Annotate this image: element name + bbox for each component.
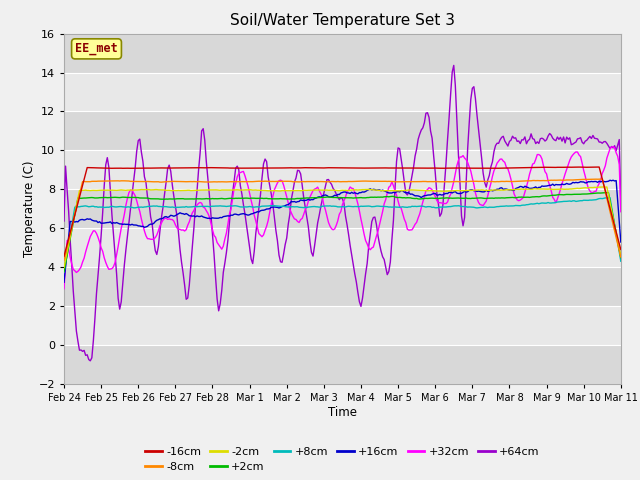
Bar <box>64 111 621 150</box>
-16cm <box>76 194 83 200</box>
Bar <box>64 189 621 228</box>
Bar <box>64 345 621 384</box>
Legend: -16cm, -8cm, -2cm, +2cm, +8cm, +16cm, +32cm, +64cm: -16cm, -8cm, -2cm, +2cm, +8cm, +16cm, +3… <box>141 442 544 477</box>
Bar <box>64 150 621 189</box>
+2cm <box>164 196 172 202</box>
+2cm <box>60 269 68 275</box>
Line: -8cm: -8cm <box>64 179 621 260</box>
+2cm <box>603 190 611 195</box>
+32cm <box>76 267 83 273</box>
-16cm <box>549 165 557 170</box>
+16cm <box>617 239 625 245</box>
+8cm <box>76 204 83 210</box>
Line: +32cm: +32cm <box>64 146 621 289</box>
+64cm <box>450 62 458 68</box>
+2cm <box>549 192 557 198</box>
X-axis label: Time: Time <box>328 406 357 419</box>
+2cm <box>396 194 403 200</box>
+64cm <box>60 218 68 224</box>
+2cm <box>377 194 385 200</box>
+32cm <box>609 144 617 149</box>
+32cm <box>617 209 625 215</box>
+16cm <box>60 279 68 285</box>
Bar <box>64 72 621 111</box>
+16cm <box>76 217 83 223</box>
-2cm <box>549 187 557 192</box>
+8cm <box>549 200 557 206</box>
+8cm <box>408 204 416 209</box>
+64cm <box>76 348 83 353</box>
+16cm <box>396 189 403 195</box>
-16cm <box>617 247 625 252</box>
-16cm <box>396 165 403 171</box>
+64cm <box>617 201 625 207</box>
-16cm <box>377 165 385 171</box>
-8cm <box>617 254 625 260</box>
+32cm <box>396 204 403 209</box>
-8cm <box>598 176 606 182</box>
+8cm <box>617 258 625 264</box>
+8cm <box>396 204 403 210</box>
Line: -16cm: -16cm <box>64 167 621 256</box>
Line: +8cm: +8cm <box>64 198 621 272</box>
Bar <box>64 306 621 345</box>
+16cm <box>377 188 385 193</box>
Line: +2cm: +2cm <box>64 192 621 272</box>
+16cm <box>408 191 416 197</box>
-2cm <box>377 188 385 193</box>
Y-axis label: Temperature (C): Temperature (C) <box>22 160 36 257</box>
-8cm <box>408 179 416 184</box>
+2cm <box>76 195 83 201</box>
+8cm <box>377 204 385 209</box>
Line: -2cm: -2cm <box>64 187 621 268</box>
-2cm <box>60 265 68 271</box>
-16cm <box>60 253 68 259</box>
+64cm <box>397 156 405 162</box>
+32cm <box>60 286 68 292</box>
Text: EE_met: EE_met <box>75 42 118 55</box>
-2cm <box>164 187 172 193</box>
-8cm <box>164 179 172 184</box>
Bar <box>64 34 621 72</box>
-8cm <box>377 179 385 184</box>
+16cm <box>549 181 557 187</box>
+32cm <box>164 216 172 222</box>
-8cm <box>396 179 403 185</box>
+16cm <box>164 215 172 220</box>
Line: +16cm: +16cm <box>64 180 621 282</box>
-8cm <box>76 192 83 198</box>
+32cm <box>377 216 385 221</box>
+32cm <box>549 194 557 200</box>
+32cm <box>408 227 416 233</box>
Line: +64cm: +64cm <box>64 65 621 361</box>
+16cm <box>606 177 614 183</box>
-2cm <box>408 187 416 193</box>
-8cm <box>549 178 557 183</box>
+2cm <box>617 255 625 261</box>
-2cm <box>617 253 625 259</box>
+64cm <box>165 162 173 168</box>
+64cm <box>86 358 94 364</box>
-8cm <box>60 257 68 263</box>
+64cm <box>410 164 417 170</box>
+8cm <box>606 195 614 201</box>
-16cm <box>595 164 603 170</box>
+8cm <box>164 204 172 210</box>
+2cm <box>408 195 416 201</box>
-16cm <box>164 165 172 171</box>
+64cm <box>379 254 387 260</box>
Bar <box>64 267 621 306</box>
-2cm <box>603 184 611 190</box>
Bar <box>64 228 621 267</box>
-16cm <box>408 165 416 171</box>
+64cm <box>552 138 559 144</box>
Title: Soil/Water Temperature Set 3: Soil/Water Temperature Set 3 <box>230 13 455 28</box>
-2cm <box>76 188 83 193</box>
+8cm <box>60 269 68 275</box>
-2cm <box>396 188 403 194</box>
